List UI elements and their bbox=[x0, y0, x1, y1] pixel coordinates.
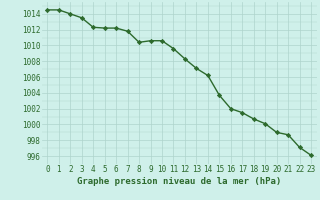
X-axis label: Graphe pression niveau de la mer (hPa): Graphe pression niveau de la mer (hPa) bbox=[77, 177, 281, 186]
